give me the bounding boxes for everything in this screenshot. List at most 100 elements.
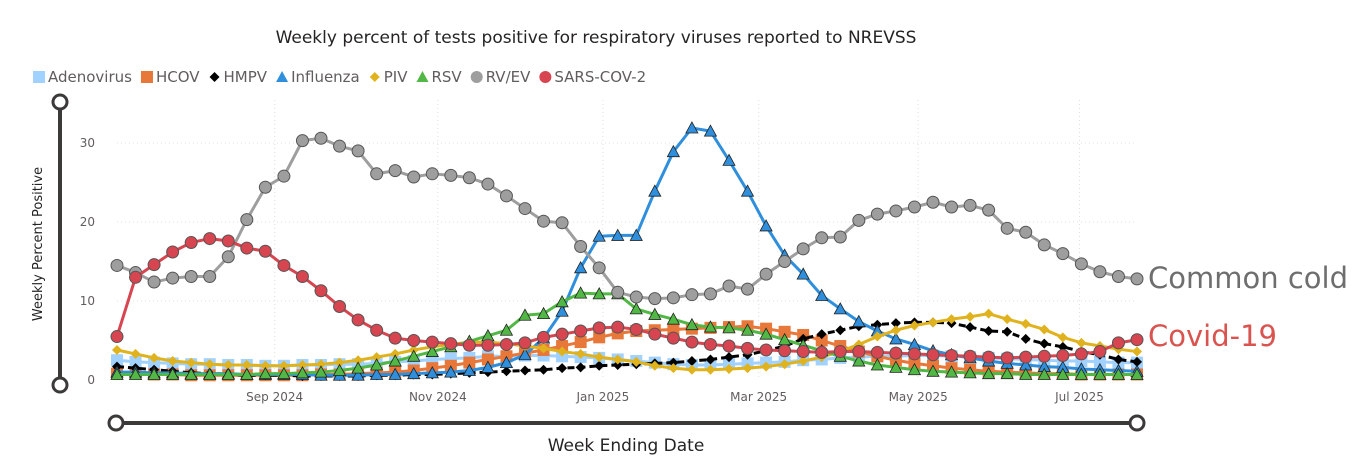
data-point-rv-ev: [295, 134, 309, 148]
data-point-piv: [538, 343, 549, 354]
data-point-sars-cov-2: [388, 331, 402, 345]
data-point-hmpv: [612, 359, 623, 370]
data-point-hmpv: [575, 362, 586, 373]
data-point-sars-cov-2: [481, 338, 495, 352]
data-point-influenza: [852, 314, 866, 327]
data-point-hmpv: [816, 329, 827, 340]
data-point-sars-cov-2: [1019, 350, 1033, 364]
data-point-piv: [149, 352, 160, 363]
data-point-sars-cov-2: [963, 349, 977, 363]
data-point-hmpv: [1020, 333, 1031, 344]
y-range-slider[interactable]: [51, 93, 69, 394]
data-point-rsv: [870, 358, 885, 371]
data-point-rv-ev: [110, 258, 124, 272]
data-point-rsv: [1037, 367, 1051, 380]
data-point-piv: [686, 364, 697, 375]
data-point-rsv: [889, 360, 903, 373]
data-point-rsv: [351, 361, 365, 374]
series-lines: [110, 121, 1144, 382]
data-point-piv: [705, 364, 716, 375]
data-point-sars-cov-2: [203, 232, 217, 246]
data-point-piv: [1076, 337, 1087, 348]
data-point-rsv: [648, 307, 662, 320]
data-point-rv-ev: [852, 213, 866, 227]
data-point-piv: [965, 311, 976, 322]
legend-item-rv-ev[interactable]: RV/EV: [470, 68, 531, 86]
data-point-sars-cov-2: [537, 330, 551, 344]
data-point-rv-ev: [277, 169, 291, 183]
data-point-sars-cov-2: [407, 334, 421, 347]
data-point-piv: [112, 344, 122, 355]
data-point-sars-cov-2: [629, 322, 643, 336]
data-point-hmpv: [686, 356, 697, 367]
data-point-sars-cov-2: [796, 345, 810, 359]
data-point-hmpv: [520, 365, 530, 376]
data-point-rsv: [128, 367, 143, 380]
data-point-rv-ev: [258, 180, 272, 194]
y-tick-label: 20: [80, 215, 95, 229]
data-point-rv-ev: [722, 279, 736, 293]
data-point-sars-cov-2: [1074, 347, 1088, 361]
data-point-sars-cov-2: [1000, 351, 1014, 365]
legend-item-hmpv[interactable]: HMPV: [209, 68, 268, 86]
data-point-rv-ev: [666, 291, 680, 305]
data-point-sars-cov-2: [759, 343, 773, 357]
y-slider-bottom-handle[interactable]: [51, 376, 69, 394]
data-point-rsv: [666, 312, 681, 325]
legend-label: SARS-COV-2: [554, 68, 646, 86]
data-point-sars-cov-2: [240, 241, 254, 255]
legend-item-hcov[interactable]: HCOV: [140, 68, 200, 86]
legend-label: RSV: [431, 68, 462, 86]
data-point-rv-ev: [147, 275, 161, 289]
data-point-rv-ev: [629, 290, 643, 304]
data-point-influenza: [518, 347, 532, 361]
data-point-hmpv: [1057, 341, 1068, 352]
data-point-influenza: [629, 228, 643, 241]
legend-item-influenza[interactable]: Influenza: [276, 68, 360, 86]
data-point-rv-ev: [203, 270, 217, 284]
data-point-sars-cov-2: [815, 345, 829, 359]
data-point-piv: [1020, 318, 1031, 329]
legend-item-sars-cov-2[interactable]: SARS-COV-2: [539, 68, 646, 86]
data-point-influenza: [481, 360, 495, 373]
legend-item-rsv[interactable]: RSV: [416, 68, 462, 86]
data-point-rv-ev: [166, 271, 180, 285]
x-slider-left-handle[interactable]: [107, 414, 125, 432]
data-point-influenza: [815, 288, 829, 301]
data-point-sars-cov-2: [444, 337, 458, 351]
data-point-rv-ev: [499, 189, 513, 203]
data-point-rv-ev: [1130, 272, 1144, 286]
data-point-sars-cov-2: [926, 348, 940, 362]
data-point-rsv: [1019, 367, 1033, 380]
legend-diamond-icon: [209, 72, 220, 82]
data-point-hcov: [593, 331, 606, 344]
legend[interactable]: Adenovirus HCOV HMPV Influenza PIV RSV RV/EV SA…: [33, 68, 646, 86]
legend-square-icon: [140, 71, 153, 83]
data-point-rsv: [981, 366, 996, 380]
y-slider-top-handle[interactable]: [51, 93, 69, 111]
data-point-rv-ev: [388, 164, 402, 178]
data-point-hcov: [463, 356, 476, 369]
data-point-rsv: [536, 306, 551, 320]
data-point-piv: [390, 348, 401, 359]
data-point-hmpv: [557, 363, 568, 374]
data-point-piv: [946, 314, 957, 325]
legend-item-piv[interactable]: PIV: [369, 68, 408, 86]
data-point-rv-ev: [370, 167, 384, 181]
data-point-influenza: [444, 365, 458, 378]
data-point-sars-cov-2: [1056, 349, 1070, 363]
data-point-hmpv: [538, 364, 549, 375]
data-point-rsv: [592, 287, 606, 300]
x-range-slider[interactable]: [107, 414, 1146, 432]
data-point-rsv: [1000, 366, 1014, 380]
data-point-piv: [1132, 346, 1142, 357]
data-point-piv: [186, 357, 197, 368]
x-slider-right-handle[interactable]: [1128, 414, 1146, 432]
data-point-rsv: [165, 367, 180, 380]
data-point-piv: [130, 348, 141, 359]
data-point-sars-cov-2: [333, 300, 347, 314]
data-point-rsv: [314, 365, 328, 378]
data-point-rv-ev: [444, 168, 458, 182]
legend-item-adenovirus[interactable]: Adenovirus: [33, 68, 132, 86]
data-point-rv-ev: [555, 216, 569, 230]
